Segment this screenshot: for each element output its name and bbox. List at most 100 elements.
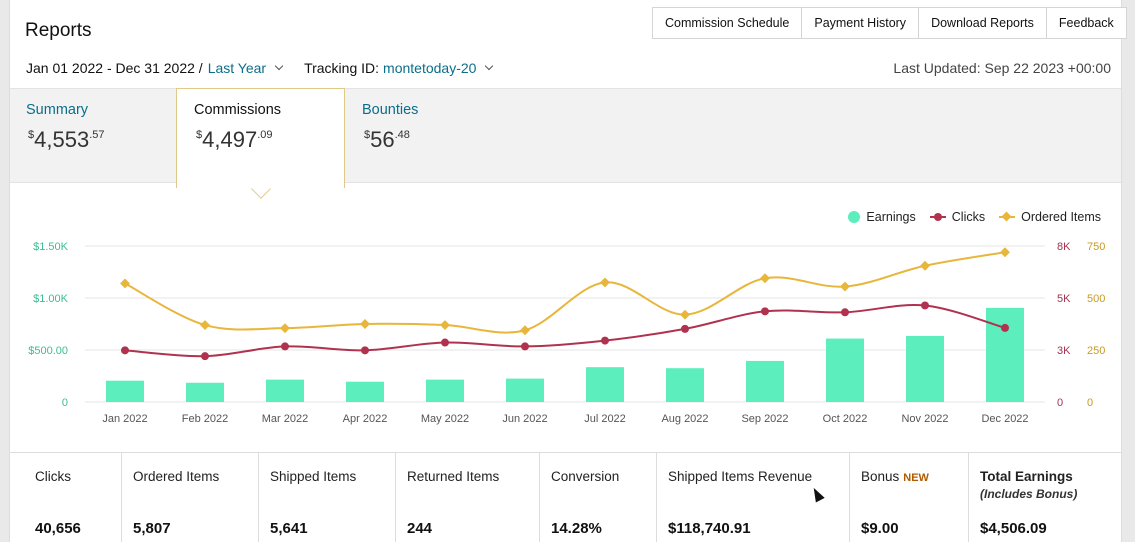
ordered-items-line (124, 251, 1006, 334)
tab-summary[interactable]: Summary $4,553.57 (10, 89, 176, 183)
ordered-swatch (999, 211, 1016, 222)
tab-bounties[interactable]: Bounties $56.48 (345, 89, 495, 183)
clicks-point (921, 301, 929, 310)
x-tick-label: Feb 2022 (182, 413, 228, 425)
ordered-items-point (520, 325, 530, 336)
ordered-items-point (1000, 247, 1010, 258)
x-tick-label: Dec 2022 (981, 413, 1028, 425)
clicks-point (521, 342, 529, 351)
x-tick-label: Nov 2022 (901, 413, 948, 425)
metric-label: Shipped Items (270, 469, 357, 484)
tracking-id-label: Tracking ID: (304, 60, 380, 76)
clicks-point (441, 338, 449, 347)
payment-history-tab[interactable]: Payment History (801, 8, 918, 38)
x-tick-label: Apr 2022 (343, 413, 388, 425)
legend-earnings-label: Earnings (866, 210, 916, 224)
y-right-ordered-tick-label: 0 (1087, 397, 1093, 409)
tab-bounties-label[interactable]: Bounties (362, 102, 419, 118)
date-range: Jan 01 2022 - Dec 31 2022 / (26, 60, 203, 76)
x-tick-label: May 2022 (421, 413, 469, 425)
y-right-clicks-tick-label: 3K (1057, 345, 1071, 357)
y-left-tick-label: $500.00 (28, 345, 68, 357)
metric-shipped-revenue: Shipped Items Revenue $118,740.91 (657, 453, 850, 542)
legend-earnings[interactable]: Earnings (848, 210, 916, 224)
y-right-ordered-tick-label: 250 (1087, 345, 1105, 357)
clicks-line (124, 304, 1006, 358)
date-filter-row: Jan 01 2022 - Dec 31 2022 / Last Year Tr… (26, 60, 496, 76)
clicks-point (681, 324, 689, 333)
chevron-down-icon[interactable] (274, 61, 284, 70)
ordered-items-point (680, 309, 690, 320)
tracking-id-selector[interactable]: Tracking ID: montetoday-20 (304, 60, 496, 76)
earnings-bar (186, 382, 224, 402)
metric-label: Clicks (35, 469, 71, 484)
report-nav-tabs: Commission Schedule Payment History Down… (652, 7, 1127, 39)
ordered-items-point (360, 319, 370, 329)
period-dropdown[interactable]: Last Year (207, 60, 267, 76)
ordered-items-point (840, 281, 850, 292)
chevron-down-icon[interactable] (485, 61, 494, 70)
tracking-id-value[interactable]: montetoday-20 (383, 60, 477, 76)
metric-conversion: Conversion 14.28% (540, 453, 657, 542)
metric-bonus: Bonus NEW $9.00 (850, 453, 969, 542)
tab-commissions[interactable]: Commissions $4,497.09 (176, 88, 345, 199)
metric-value: $118,740.91 (668, 520, 751, 537)
ordered-items-point (280, 323, 290, 334)
feedback-tab[interactable]: Feedback (1045, 8, 1126, 38)
y-right-clicks-tick-label: 5K (1057, 293, 1071, 305)
clicks-point (201, 352, 209, 361)
ordered-items-point (600, 277, 610, 288)
earnings-bar (826, 338, 864, 402)
metric-shipped-items: Shipped Items 5,641 (259, 453, 396, 542)
metric-value: 5,807 (133, 520, 171, 537)
x-tick-label: Mar 2022 (262, 413, 308, 425)
x-tick-label: Aug 2022 (661, 413, 708, 425)
last-updated: Last Updated: Sep 22 2023 +00:00 (893, 60, 1111, 76)
earnings-bar (266, 379, 304, 402)
active-tab-pointer (251, 179, 271, 199)
legend-ordered-items[interactable]: Ordered Items (999, 210, 1101, 224)
metric-value: 244 (407, 520, 433, 537)
clicks-point (761, 307, 769, 316)
legend-ordered-label: Ordered Items (1021, 210, 1101, 224)
ordered-items-point (120, 278, 130, 289)
metric-clicks: Clicks 40,656 (10, 453, 122, 542)
earnings-bar (426, 379, 464, 402)
earnings-bar (586, 367, 624, 402)
metric-label: Total Earnings (980, 469, 1073, 484)
clicks-point (1001, 323, 1009, 332)
metric-label: Conversion (551, 469, 620, 484)
legend-clicks-label: Clicks (951, 210, 986, 224)
legend-clicks[interactable]: Clicks (929, 210, 986, 224)
commission-schedule-tab[interactable]: Commission Schedule (665, 16, 790, 30)
ordered-items-point (440, 320, 450, 330)
y-right-ordered-tick-label: 500 (1087, 293, 1105, 305)
summary-tabs: Summary $4,553.57 Commissions $4,497.09 … (10, 88, 1121, 199)
earnings-bar (666, 368, 704, 402)
earnings-bar (106, 380, 144, 402)
x-tick-label: Sep 2022 (741, 413, 788, 425)
commissions-value: $4,497.09 (196, 127, 273, 152)
tab-summary-label[interactable]: Summary (26, 102, 89, 118)
earnings-chart: 0 0 0 $500.00 3K 250 $1.00K 5K 500 $1.50K 8K 750 Jan… (28, 241, 1105, 425)
metric-total-earnings: Total Earnings (Includes Bonus) $4,506.0… (969, 453, 1121, 542)
metric-returned-items: Returned Items 244 (396, 453, 540, 542)
clicks-point (361, 346, 369, 355)
download-reports-tab[interactable]: Download Reports (918, 8, 1046, 38)
metric-label: Returned Items (407, 469, 500, 484)
metric-value: 5,641 (270, 520, 308, 537)
metric-value: $4,506.09 (980, 520, 1047, 537)
metric-value: 14.28% (551, 520, 602, 537)
bounties-value: $56.48 (364, 127, 410, 152)
earnings-swatch (848, 211, 861, 223)
metric-label: Ordered Items (133, 469, 220, 484)
earnings-bar (906, 335, 944, 402)
tab-commissions-label: Commissions (194, 102, 282, 118)
ordered-items-point (920, 260, 930, 271)
x-tick-label: Jan 2022 (102, 413, 147, 425)
page-title: Reports (25, 20, 92, 41)
y-right-clicks-tick-label: 0 (1057, 397, 1063, 409)
earnings-bar (506, 378, 544, 402)
metric-value: 40,656 (35, 520, 81, 537)
ordered-items-point (760, 273, 770, 284)
